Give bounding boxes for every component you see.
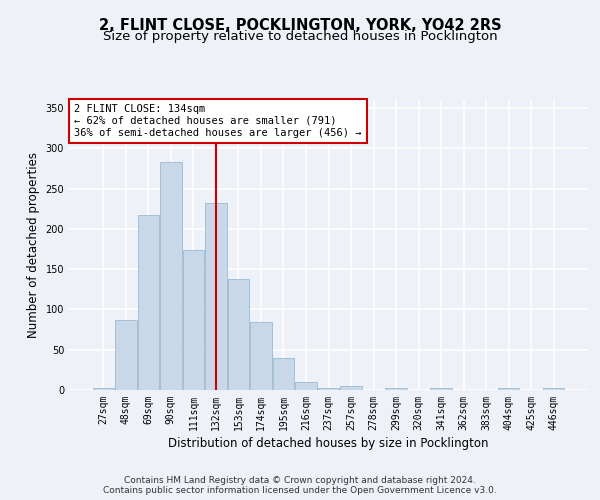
Bar [385, 388, 407, 390]
Y-axis label: Number of detached properties: Number of detached properties [27, 152, 40, 338]
Bar [295, 382, 317, 390]
Bar [318, 388, 339, 390]
Bar [160, 162, 182, 390]
Text: 2, FLINT CLOSE, POCKLINGTON, YORK, YO42 2RS: 2, FLINT CLOSE, POCKLINGTON, YORK, YO42 … [98, 18, 502, 32]
Bar [340, 386, 362, 390]
Text: Contains public sector information licensed under the Open Government Licence v3: Contains public sector information licen… [103, 486, 497, 495]
X-axis label: Distribution of detached houses by size in Pocklington: Distribution of detached houses by size … [168, 437, 489, 450]
Text: Size of property relative to detached houses in Pocklington: Size of property relative to detached ho… [103, 30, 497, 43]
Bar [543, 388, 565, 390]
Bar [228, 279, 249, 390]
Bar [205, 203, 227, 390]
Bar [115, 320, 137, 390]
Bar [137, 215, 159, 390]
Bar [273, 358, 294, 390]
Text: Contains HM Land Registry data © Crown copyright and database right 2024.: Contains HM Land Registry data © Crown c… [124, 476, 476, 485]
Text: 2 FLINT CLOSE: 134sqm
← 62% of detached houses are smaller (791)
36% of semi-det: 2 FLINT CLOSE: 134sqm ← 62% of detached … [74, 104, 362, 138]
Bar [430, 388, 452, 390]
Bar [182, 250, 204, 390]
Bar [498, 388, 520, 390]
Bar [250, 322, 272, 390]
Bar [92, 388, 114, 390]
